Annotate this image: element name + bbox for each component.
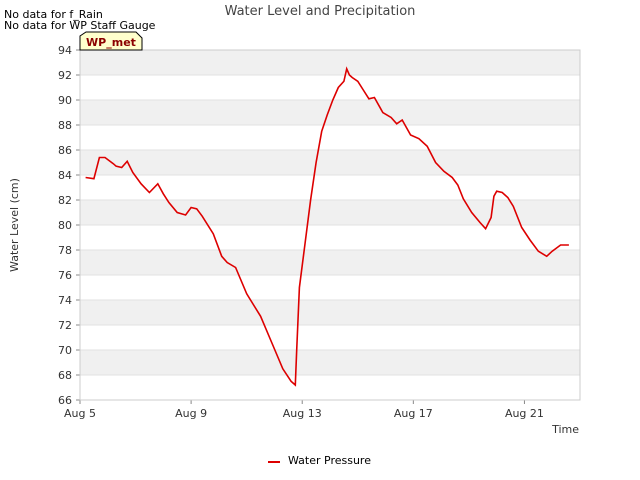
plot-band (80, 350, 580, 375)
y-tick-label: 90 (58, 94, 72, 107)
y-tick-label: 94 (58, 44, 72, 57)
y-tick-label: 74 (58, 294, 72, 307)
plot-background-bands (80, 50, 580, 400)
plot-frame (79, 49, 581, 401)
notice-no-staff-gauge-data: No data for WP Staff Gauge (4, 19, 156, 32)
plot-band (80, 100, 580, 125)
plot-band (80, 50, 580, 75)
legend-label-water-pressure: Water Pressure (288, 454, 371, 467)
chart-title: Water Level and Precipitation (225, 4, 416, 19)
x-tick-label: Aug 13 (283, 407, 322, 420)
y-tick-label: 92 (58, 69, 72, 82)
plot-band (80, 75, 580, 100)
y-tick-label: 70 (58, 344, 72, 357)
station-badge-shape (79, 31, 143, 51)
plot-band (80, 275, 580, 300)
plot-band (80, 375, 580, 400)
plot-band (80, 325, 580, 350)
series-line-water-pressure (85, 66, 569, 387)
y-tick-label: 72 (58, 319, 72, 332)
y-tick-label: 66 (58, 394, 72, 407)
y-tick-label: 78 (58, 244, 72, 257)
station-badge: WP_met (79, 31, 143, 51)
legend: Water Pressure (268, 454, 371, 467)
y-tick-label: 80 (58, 219, 72, 232)
plot-band (80, 200, 580, 225)
y-axis-title: Water Level (cm) (8, 178, 21, 272)
y-tick-label: 84 (58, 169, 72, 182)
plot-band (80, 150, 580, 175)
y-tick-label: 86 (58, 144, 72, 157)
x-tick-label: Aug 9 (175, 407, 207, 420)
x-axis-title: Time (551, 423, 579, 436)
x-tick-label: Aug 5 (64, 407, 96, 420)
plot-band (80, 225, 580, 250)
y-tick-label: 82 (58, 194, 72, 207)
station-badge-label: WP_met (86, 36, 136, 49)
plot-band (80, 175, 580, 200)
y-tick-label: 68 (58, 369, 72, 382)
x-tick-label: Aug 17 (394, 407, 433, 420)
x-axis-ticks: Aug 5 Aug 9 Aug 13 Aug 17 Aug 21 (64, 400, 544, 420)
plot-band (80, 125, 580, 150)
y-tick-label: 76 (58, 269, 72, 282)
notice-no-rain-data: No data for f_Rain (4, 8, 103, 21)
x-tick-label: Aug 21 (505, 407, 544, 420)
plot-band (80, 300, 580, 325)
y-tick-label: 88 (58, 119, 72, 132)
plot-band (80, 250, 580, 275)
